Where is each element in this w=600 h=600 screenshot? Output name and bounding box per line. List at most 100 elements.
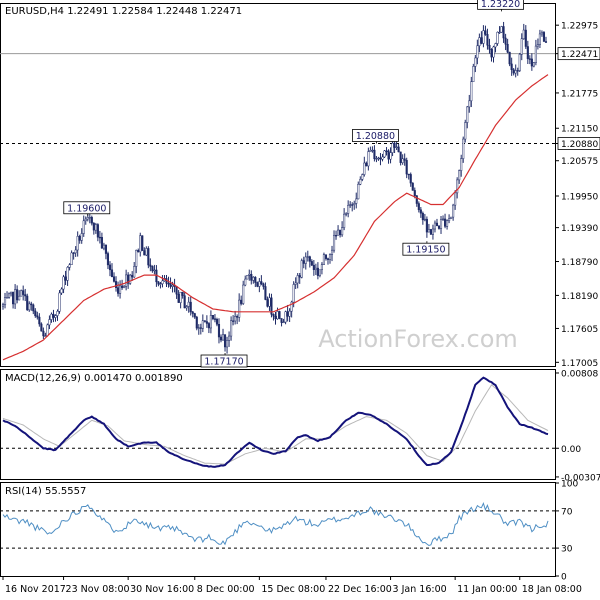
candle-body <box>215 319 219 325</box>
candle-body <box>238 299 241 318</box>
candle-body <box>379 157 382 160</box>
price-panel-frame <box>0 3 556 367</box>
price-tick-label: 1.21150 <box>561 125 598 135</box>
candle-body <box>60 288 63 294</box>
candle-body <box>353 203 356 205</box>
candle-body <box>80 233 83 241</box>
candle-body <box>153 269 156 272</box>
candle-body <box>236 316 239 318</box>
candle-body <box>12 291 15 305</box>
annotation-box <box>352 129 399 142</box>
candle-body <box>119 285 122 294</box>
candle-body <box>189 301 192 313</box>
price-tick-label: 1.19950 <box>561 193 598 203</box>
candle-body <box>54 315 57 318</box>
candle-body <box>292 284 295 303</box>
candle-body <box>226 340 229 348</box>
annotation-box <box>402 242 450 256</box>
candle-body <box>339 229 342 236</box>
candle-body <box>32 304 35 312</box>
candle-body <box>86 217 89 220</box>
candle-body <box>444 218 447 227</box>
candle-body <box>488 44 491 50</box>
candle-body <box>326 258 330 260</box>
candle-body <box>462 138 465 159</box>
candle-body <box>284 311 287 323</box>
candle-body <box>512 69 515 74</box>
candle-body <box>403 158 406 161</box>
candle-body <box>496 31 499 44</box>
candle-body <box>411 182 414 191</box>
watermark: ActionForex.com <box>318 325 518 353</box>
candle-body <box>276 311 279 320</box>
candle-body <box>282 321 285 324</box>
candle-body <box>179 291 182 303</box>
candle-body <box>421 212 424 221</box>
candle-body <box>219 336 223 341</box>
candle-body <box>230 320 233 337</box>
candle-body <box>272 313 275 317</box>
x-tick-label: 22 Dec 16:00 <box>328 584 392 595</box>
candle-body <box>415 195 418 204</box>
candle-body <box>528 58 531 60</box>
candle-body <box>540 32 543 35</box>
candle-body <box>28 303 31 311</box>
candle-body <box>367 151 370 167</box>
x-tick-label: 3 Jan 16:00 <box>393 584 447 595</box>
candle-body <box>46 324 49 337</box>
price-tick-label-box <box>557 47 600 61</box>
candle-body <box>454 192 457 206</box>
candle-body <box>44 335 47 337</box>
price-layer: 1.23220 1.20880 1.19600 1.19150 1.17170 1.229… <box>0 0 600 369</box>
candle-body <box>52 313 55 318</box>
candle-body <box>544 41 548 43</box>
candle-body <box>141 235 144 251</box>
x-tick-label: 23 Nov 08:00 <box>66 584 130 595</box>
candle-body <box>280 318 283 323</box>
candle-body <box>8 293 11 298</box>
candle-body <box>522 29 525 40</box>
annotation-label: 1.17170 <box>204 357 243 368</box>
candle-body <box>197 327 200 329</box>
candle-body <box>42 330 45 337</box>
candle-body <box>427 229 430 233</box>
candle-body <box>76 236 79 251</box>
candle-body <box>355 198 358 204</box>
candle-body <box>482 30 485 44</box>
candle-body <box>304 256 307 264</box>
macd-tick-label: 0.00808 <box>561 369 598 379</box>
candle-body <box>240 299 243 304</box>
candle-body <box>131 274 134 278</box>
candle-body <box>322 254 325 265</box>
candle-body <box>274 315 277 320</box>
candle-body <box>193 313 196 318</box>
candle-body <box>320 264 323 271</box>
candle-body <box>244 278 247 286</box>
candle-body <box>264 286 267 300</box>
candle-body <box>526 46 529 59</box>
candle-body <box>64 276 67 281</box>
candle-body <box>70 252 73 265</box>
annotation-label: 1.20880 <box>356 131 395 142</box>
candle-body <box>270 297 273 315</box>
moving-average-line <box>2 74 549 361</box>
candle-body <box>56 311 59 316</box>
candle-body <box>108 264 112 271</box>
candle-body <box>419 209 422 214</box>
candle-body <box>504 37 507 45</box>
candle-body <box>217 323 221 338</box>
candle-body <box>157 281 160 285</box>
candle-body <box>181 291 184 296</box>
price-tick-label: 1.18790 <box>561 258 598 268</box>
candle-body <box>30 303 33 306</box>
candle-body <box>26 295 29 311</box>
macd-signal-line <box>2 384 549 465</box>
candle-body <box>14 289 17 305</box>
candle-body <box>361 174 364 180</box>
candle-body <box>137 250 140 253</box>
candle-body <box>125 274 128 287</box>
price-tick-label: 1.18190 <box>561 292 598 302</box>
candle-body <box>159 283 162 285</box>
candle-body <box>441 218 445 220</box>
